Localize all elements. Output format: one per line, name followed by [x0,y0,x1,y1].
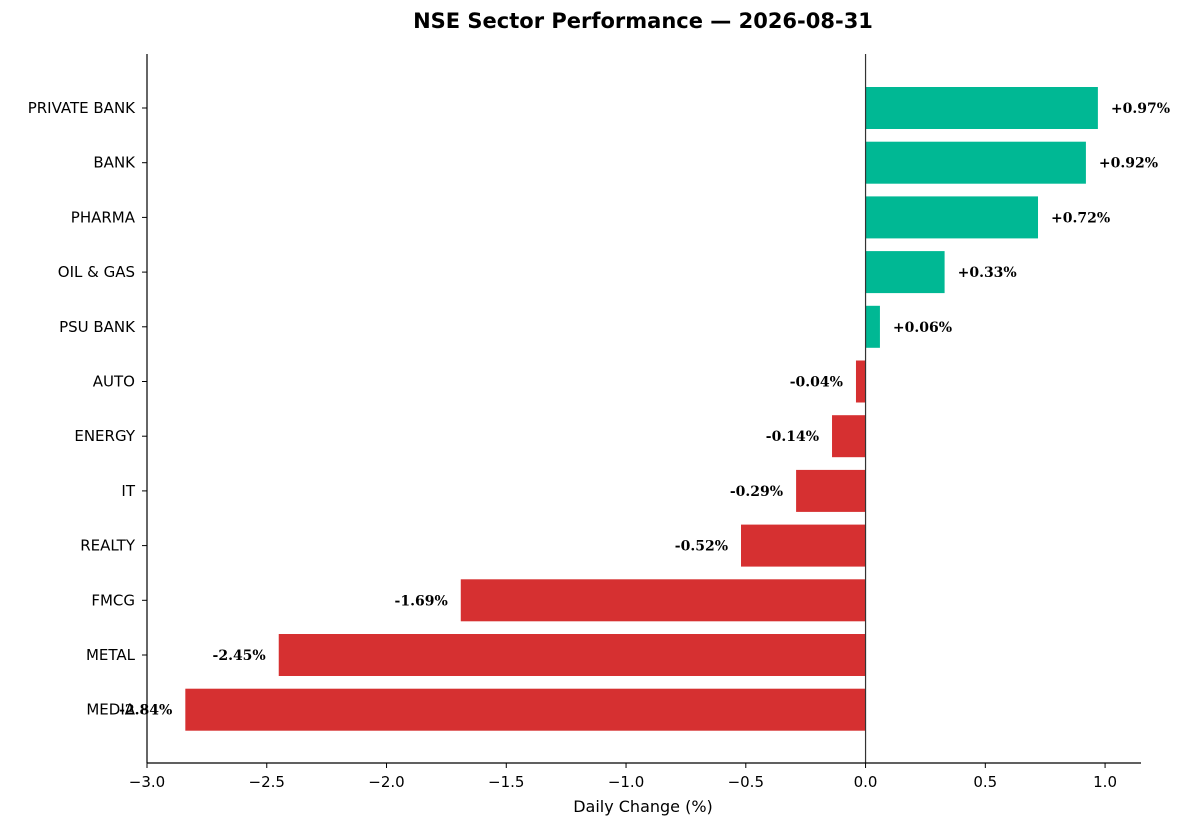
bar-value-label: -0.52% [675,539,728,555]
bar-it [796,469,866,512]
bar-energy [832,415,866,458]
x-tick-label: −0.5 [728,773,764,791]
bar-metal [278,634,866,676]
bar-value-label: +0.92% [1099,156,1158,172]
bar-value-label: +0.72% [1051,210,1110,226]
y-tick-label: OIL & GAS [58,263,135,281]
bar-value-label: +0.97% [1111,101,1170,117]
bar-auto [855,360,866,403]
x-tick-label: −1.0 [608,773,644,791]
bar-oil-gas [865,251,945,294]
bar-value-label: +0.33% [958,265,1017,281]
y-tick-label: IT [121,482,135,500]
x-axis-label: Daily Change (%) [573,797,713,816]
bar-realty [741,524,866,567]
data-labels-layer: +0.97% +0.92% +0.72% +0.33% +0.06% -0.04% -0.1… [119,101,1170,719]
chart-title: NSE Sector Performance — 2026-08-31 [413,9,873,33]
x-tick-label: 0.5 [973,773,997,791]
bar-psu-bank [865,305,880,348]
bar-value-label: -2.45% [213,648,266,664]
y-tick-label: FMCG [91,591,135,609]
bar-media [185,688,866,731]
bar-fmcg [460,579,866,622]
bar-bank [865,141,1086,184]
bar-private-bank [865,87,1098,129]
y-tick-label: REALTY [80,537,136,555]
bar-value-label: -2.84% [119,703,172,719]
x-tick-label: 0.0 [854,773,878,791]
x-tick-label: −2.5 [249,773,285,791]
bar-value-label: -0.04% [790,375,843,391]
bar-value-label: -0.14% [766,429,819,445]
y-tick-label: AUTO [93,373,135,391]
y-tick-label: BANK [93,154,136,172]
x-tick-label: −1.5 [488,773,524,791]
x-tick-label: −2.0 [368,773,404,791]
bar-pharma [865,196,1039,239]
x-tick-label: 1.0 [1093,773,1117,791]
x-tick-label: −3.0 [129,773,165,791]
y-tick-label: METAL [86,646,136,664]
y-tick-label: ENERGY [74,427,135,445]
y-tick-label: PSU BANK [59,318,136,336]
y-tick-label: MEDIA [86,701,135,719]
bars-layer [185,87,1098,731]
y-tick-label: PRIVATE BANK [28,99,136,117]
bar-value-label: -0.29% [730,484,783,500]
bar-value-label: +0.06% [893,320,952,336]
bar-value-label: -1.69% [395,593,448,609]
y-tick-label: PHARMA [71,208,136,226]
axes-layer: PRIVATE BANK BANK PHARMA OIL & GAS PSU BANK A… [28,54,1141,791]
